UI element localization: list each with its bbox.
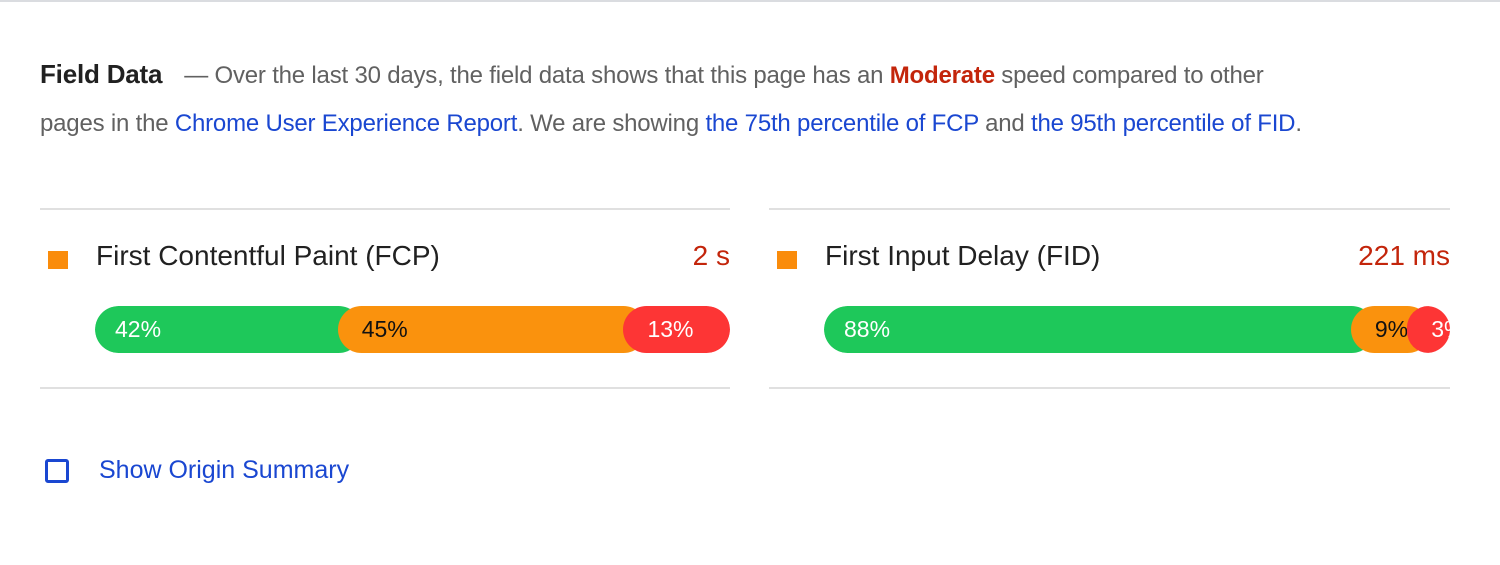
metric-value: 221 ms (1358, 240, 1450, 271)
average-segment: 45% (337, 306, 648, 353)
fast-segment: 42% (95, 306, 362, 353)
metric-fcp: First Contentful Paint (FCP) 2 s 42% 45%… (40, 208, 730, 389)
metric-name: First Contentful Paint (FCP) (96, 240, 440, 271)
intro-text: . We are showing (517, 110, 706, 137)
metric-fid: First Input Delay (FID) 221 ms 88% 9% 3% (769, 208, 1450, 389)
field-data-intro: Field Data — Over the last 30 days, the f… (40, 50, 1330, 148)
speed-rating: Moderate (889, 62, 995, 89)
crux-link[interactable]: Chrome User Experience Report (174, 110, 518, 137)
average-rating-icon (777, 251, 797, 269)
distribution-bar: 42% 45% 13% (95, 306, 730, 353)
intro-text: — Over the last 30 days, the field data … (184, 62, 890, 89)
origin-summary-label[interactable]: Show Origin Summary (99, 456, 350, 484)
fast-segment: 88% (824, 306, 1375, 353)
fid-percentile-link[interactable]: the 95th percentile of FID (1031, 110, 1296, 137)
intro-text: speed compared to other pages in the (40, 62, 1264, 137)
distribution-bar: 88% 9% 3% (824, 306, 1450, 353)
section-title: Field Data (40, 59, 163, 89)
slow-segment: 13% (623, 306, 730, 353)
slow-segment: 3% (1407, 306, 1450, 353)
intro-text: . (1295, 110, 1302, 137)
average-rating-icon (48, 251, 68, 269)
metric-name: First Input Delay (FID) (825, 240, 1101, 271)
metric-value: 2 s (692, 240, 730, 271)
origin-summary-checkbox[interactable] (45, 458, 69, 483)
intro-text: and (978, 110, 1032, 137)
fcp-percentile-link[interactable]: the 75th percentile of FCP (705, 110, 979, 137)
show-origin-summary[interactable]: Show Origin Summary (40, 456, 349, 485)
